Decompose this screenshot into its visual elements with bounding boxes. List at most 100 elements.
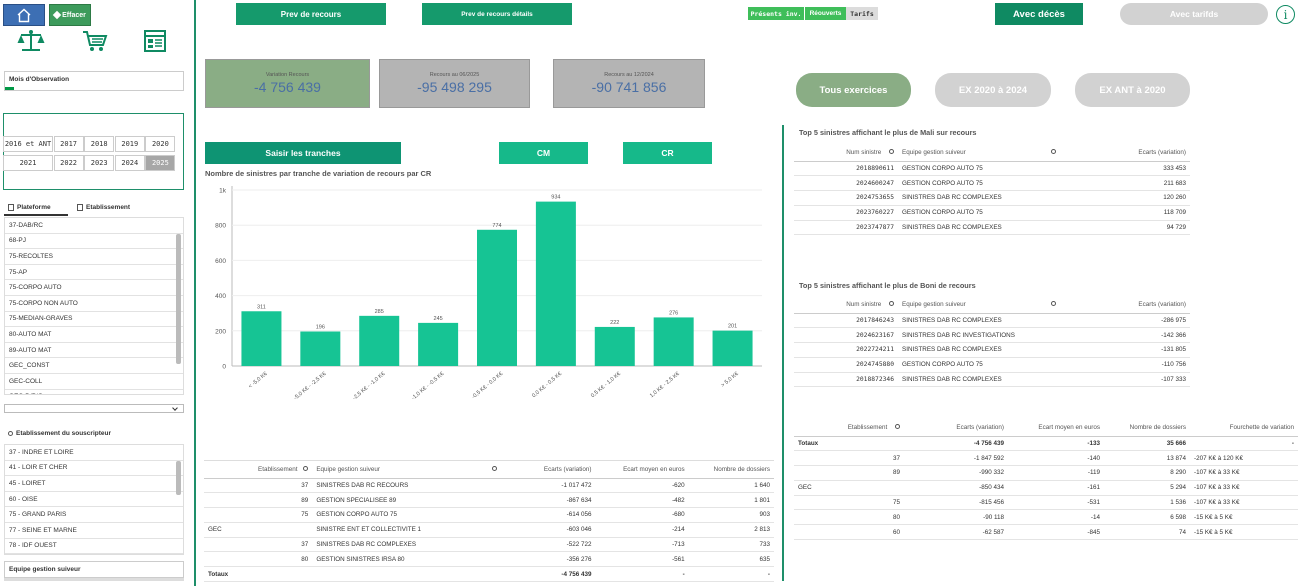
ex-2020-2024-button[interactable]: EX 2020 à 2024 xyxy=(935,73,1051,107)
pill-tarifs[interactable]: Tarifs xyxy=(846,7,878,20)
platform-list-item[interactable]: 68-PJ xyxy=(5,234,183,250)
prev-recours-details-button[interactable]: Prev de recours détails xyxy=(422,3,572,25)
table-row[interactable]: 2023760227 GESTION CORPO AUTO 75 118 709 xyxy=(794,205,1190,221)
col-etablissement[interactable]: Etablissement xyxy=(794,419,904,437)
platform-list-item[interactable]: 75-CORPO AUTO xyxy=(5,280,183,296)
table-row[interactable]: 2018890611 GESTION CORPO AUTO 75 333 453 xyxy=(794,161,1190,177)
col-ecart-moyen[interactable]: Ecart moyen en euros xyxy=(1008,419,1104,437)
table-row[interactable]: 2024600247 GESTION CORPO AUTO 75 211 683 xyxy=(794,175,1190,192)
scrollbar[interactable] xyxy=(176,461,181,495)
col-ecarts[interactable]: Ecarts (variation) xyxy=(1074,144,1190,162)
col-num-sinistre[interactable]: Num sinistre xyxy=(794,144,898,162)
etab-list-item[interactable]: 77 - SEINE ET MARNE xyxy=(5,523,183,539)
etab-list-item[interactable]: 45 - LOIRET xyxy=(5,476,183,492)
ex-ant-2020-button[interactable]: EX ANT à 2020 xyxy=(1075,73,1190,107)
info-icon[interactable]: i xyxy=(1276,5,1295,24)
tab-etablissement[interactable]: Etablissement xyxy=(77,200,147,214)
platform-dropdown[interactable] xyxy=(4,404,184,413)
platform-list-item[interactable]: 37-DAB/RC xyxy=(5,218,183,234)
cm-button[interactable]: CM xyxy=(499,142,588,164)
table-row[interactable]: 2023747877 SINISTRES DAB RC COMPLEXES 94 7… xyxy=(794,220,1190,236)
pill-rouverts[interactable]: Réouverts xyxy=(805,7,846,20)
table-row[interactable]: 37 SINISTRES DAB RC COMPLEXES -522 722 -713… xyxy=(204,537,774,553)
prev-recours-button[interactable]: Prev de recours xyxy=(236,3,386,25)
col-ecarts[interactable]: Ecarts (variation) xyxy=(500,461,596,479)
year-option[interactable]: 2019 xyxy=(114,136,145,152)
table-row[interactable]: 89 -990 332 -119 8 290 -107 K€ à 33 K€ xyxy=(794,465,1298,481)
table-row[interactable]: 2018872346 SINISTRES DAB RC COMPLEXES -107… xyxy=(794,372,1190,388)
search-icon[interactable] xyxy=(889,300,894,306)
home-button[interactable] xyxy=(3,4,45,26)
table-row[interactable]: 2022724211 SINISTRES DAB RC COMPLEXES -131… xyxy=(794,342,1190,358)
table-row[interactable]: 2024753655 SINISTRES DAB RC COMPLEXES 120 … xyxy=(794,190,1190,206)
pill-presents[interactable]: Présents inv. xyxy=(748,7,804,20)
table-row[interactable]: 60 -62 587 -845 74 -15 K€ à 5 K€ xyxy=(794,524,1298,541)
platform-list-item[interactable]: GEC-COLL xyxy=(5,374,183,390)
col-nombre-dossiers[interactable]: Nombre de dossiers xyxy=(688,461,774,479)
search-icon[interactable] xyxy=(889,148,894,154)
year-option[interactable]: 2024 xyxy=(114,155,145,171)
table-row[interactable]: 80 -90 118 -14 6 598 -15 K€ à 5 K€ xyxy=(794,509,1298,526)
etab-list[interactable]: 37 - INDRE ET LOIRE 41 - LOIR ET CHER 45 -… xyxy=(4,444,184,555)
etab-souscripteur-header[interactable]: Etablissement du souscripteur xyxy=(8,427,178,439)
year-option[interactable]: 2023 xyxy=(84,155,115,171)
scales-icon[interactable] xyxy=(17,29,45,53)
col-ecarts[interactable]: Ecarts (variation) xyxy=(904,419,1008,437)
table-row[interactable]: 2024745880 GESTION CORPO AUTO 75 -110 756 xyxy=(794,357,1190,373)
platform-list-item[interactable]: 75-MEDIAN-GRAVES xyxy=(5,312,183,328)
col-ecart-moyen[interactable]: Ecart moyen en euros xyxy=(595,461,689,479)
table-row[interactable]: 75 -815 456 -531 1 536 -107 K€ à 33 K€ xyxy=(794,495,1298,511)
platform-list-item[interactable]: 75-AP xyxy=(5,265,183,281)
avec-deces-button[interactable]: Avec décès xyxy=(995,3,1083,25)
col-fourchette[interactable]: Fourchette de variation xyxy=(1190,419,1298,437)
table-row[interactable]: GEC -850 434 -161 5 294 -107 K€ à 33 K€ xyxy=(794,480,1298,496)
search-icon[interactable] xyxy=(303,465,309,471)
avec-tarifs-button[interactable]: Avec tarifds xyxy=(1120,3,1268,25)
table-row[interactable]: 2024623167 SINISTRES DAB RC INVESTIGATION… xyxy=(794,327,1190,344)
table-row[interactable]: 2017846243 SINISTRES DAB RC COMPLEXES -286… xyxy=(794,313,1190,329)
clear-button[interactable]: Effacer xyxy=(49,4,91,26)
platform-list-item[interactable]: 80-AUTO MAT xyxy=(5,327,183,343)
year-option[interactable]: 2025 xyxy=(145,155,176,171)
cart-icon[interactable] xyxy=(82,29,108,53)
table-row[interactable]: 37 SINISTRES DAB RC RECOURS -1 017 472 -620… xyxy=(204,478,774,494)
col-equipe[interactable]: Equipe gestion suiveur xyxy=(898,144,1074,162)
platform-list-item[interactable]: 75-RECOLTES xyxy=(5,249,183,265)
platform-list-item[interactable]: GEC-D/P/G xyxy=(5,390,183,394)
col-etablissement[interactable]: Etablissement xyxy=(204,461,313,479)
year-option[interactable]: 2021 xyxy=(3,155,53,171)
search-icon[interactable] xyxy=(1051,300,1057,306)
table-row[interactable]: 75 GESTION CORPO AUTO 75 -614 056 -680 903 xyxy=(204,507,774,523)
platform-list-item[interactable]: 89-AUTO MAT xyxy=(5,343,183,359)
col-equipe[interactable]: Equipe gestion suiveur xyxy=(898,296,1074,314)
search-icon[interactable] xyxy=(491,465,497,471)
year-option[interactable]: 2016 et ANT xyxy=(3,136,53,152)
col-ecarts[interactable]: Ecarts (variation) xyxy=(1074,296,1190,314)
year-option[interactable]: 2022 xyxy=(53,155,84,171)
col-num-sinistre[interactable]: Num sinistre xyxy=(794,296,898,314)
scrollbar[interactable] xyxy=(176,234,181,364)
cr-button[interactable]: CR xyxy=(623,142,712,164)
etab-list-item[interactable]: 75 - GRAND PARIS xyxy=(5,507,183,523)
platform-list[interactable]: 37-DAB/RC 68-PJ 75-RECOLTES 75-AP 75-CORPO A… xyxy=(4,217,184,395)
platform-list-item[interactable]: GEC_CONST xyxy=(5,358,183,374)
etab-list-item[interactable]: 78 - IDF OUEST xyxy=(5,539,183,554)
search-icon[interactable] xyxy=(895,423,900,429)
tab-plateforme[interactable]: Plateforme xyxy=(8,200,70,214)
etab-list-item[interactable]: 37 - INDRE ET LOIRE xyxy=(5,445,183,461)
year-option[interactable]: 2017 xyxy=(53,136,84,152)
table-row[interactable]: GEC SINISTRE ENT ET COLLECTIVITE 1 -603 04… xyxy=(204,522,774,538)
col-equipe[interactable]: Equipe gestion suiveur xyxy=(312,461,501,479)
table-row[interactable]: 80 GESTION SINISTRES IRSA 80 -356 276 -561 6… xyxy=(204,551,774,568)
platform-list-item[interactable]: 75-CORPO NON AUTO xyxy=(5,296,183,312)
saisir-tranches-button[interactable]: Saisir les tranches xyxy=(205,142,401,164)
search-icon[interactable] xyxy=(1051,148,1057,154)
year-option[interactable]: 2020 xyxy=(145,136,176,152)
equipe-gestion-filter[interactable]: Equipe gestion suiveur xyxy=(4,561,184,578)
dashboard-icon[interactable] xyxy=(143,29,167,53)
tous-exercices-button[interactable]: Tous exercices xyxy=(796,73,911,107)
table-row[interactable]: 89 GESTION SPECIALISEE 89 -867 634 -482 1 80… xyxy=(204,492,774,509)
etab-list-item[interactable]: 60 - OISE xyxy=(5,492,183,508)
col-nombre-dossiers[interactable]: Nombre de dossiers xyxy=(1104,419,1190,437)
year-option[interactable]: 2018 xyxy=(84,136,115,152)
